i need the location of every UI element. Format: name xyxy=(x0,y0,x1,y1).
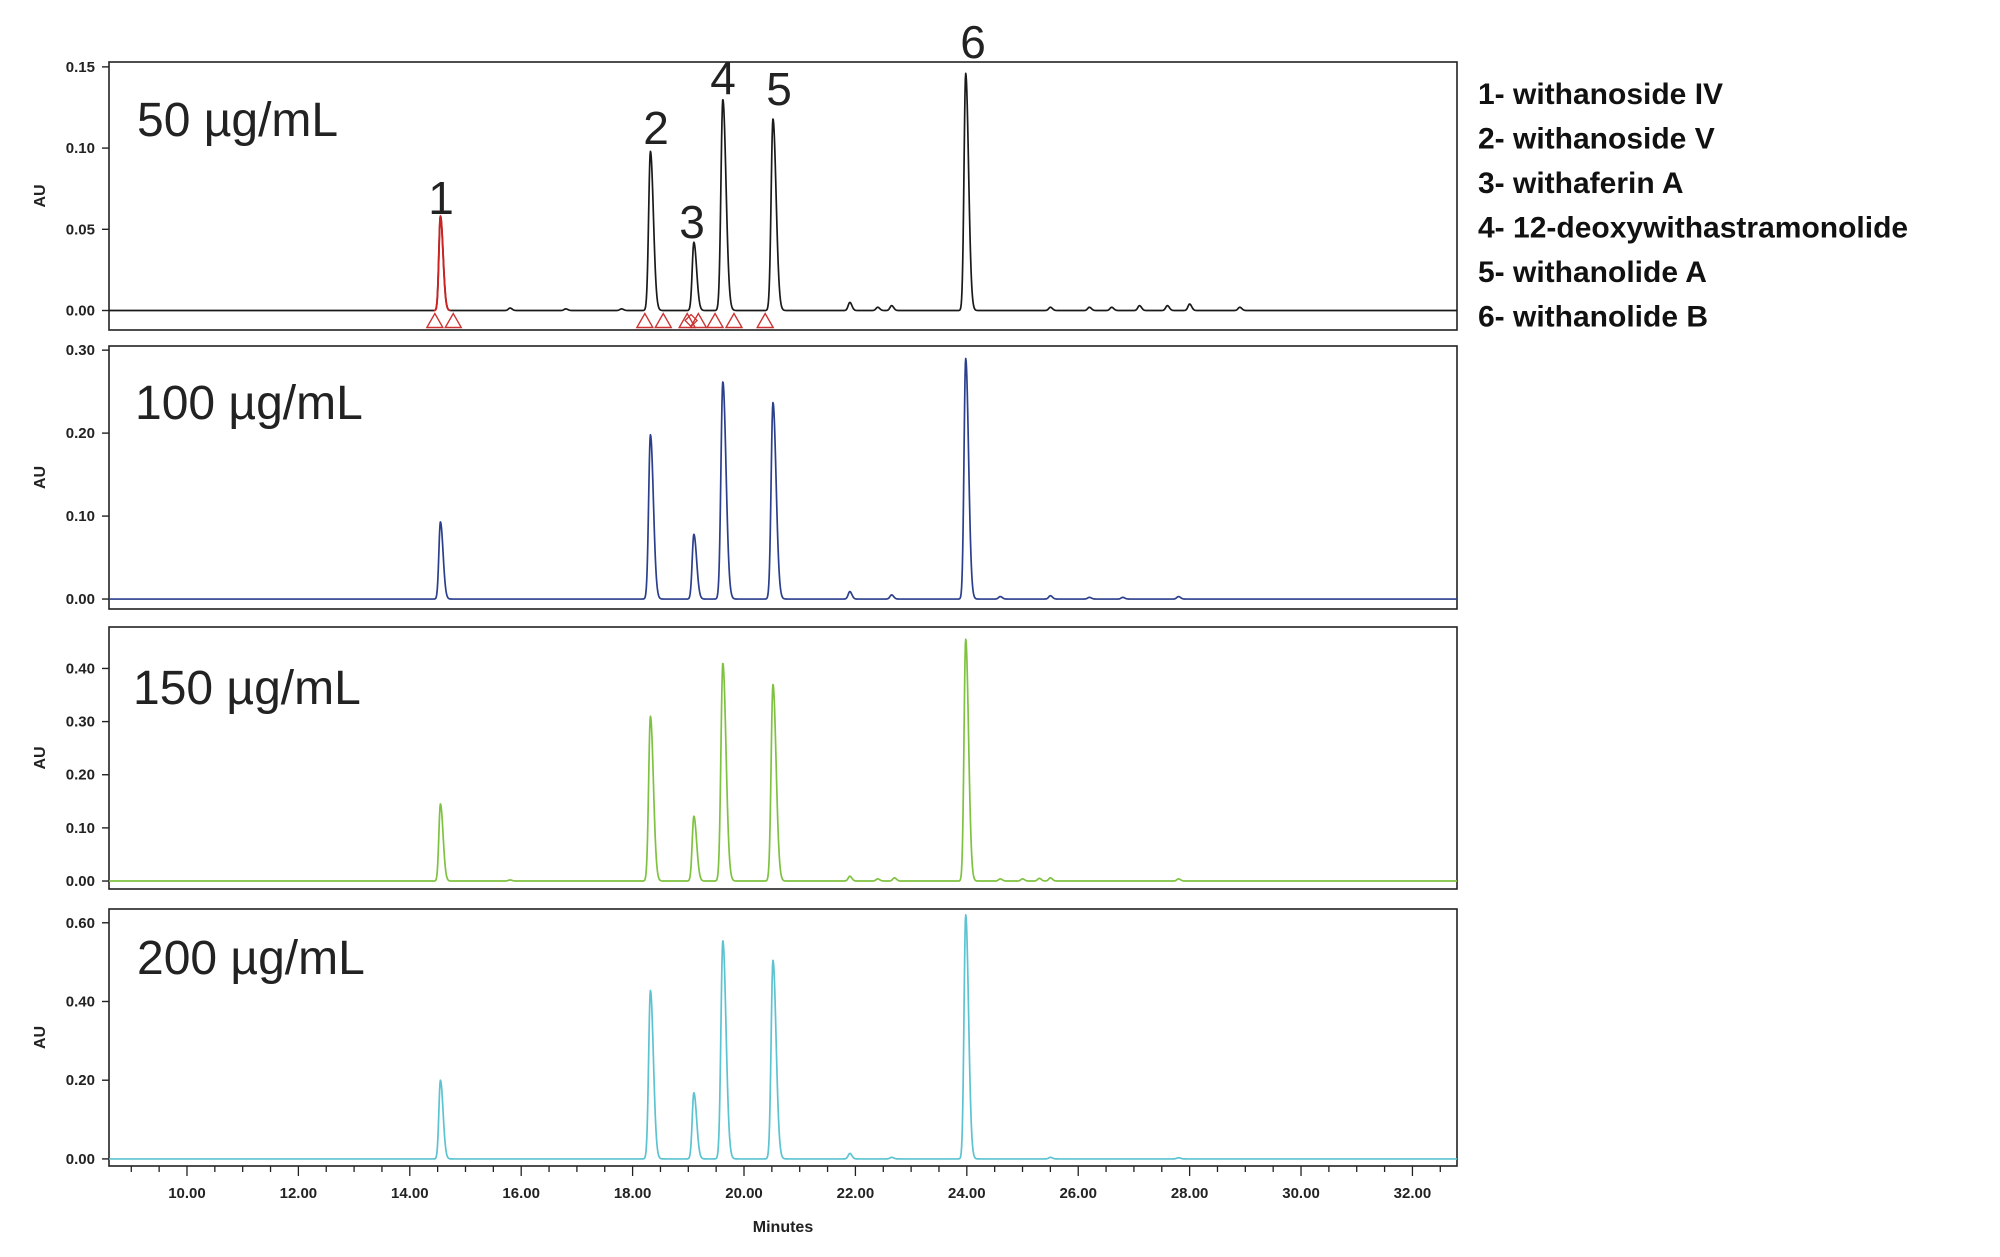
x-tick-label: 32.00 xyxy=(1394,1185,1432,1202)
x-tick-label: 14.00 xyxy=(391,1185,429,1202)
y-axis-title: AU xyxy=(32,466,49,489)
baseline-marker xyxy=(724,312,744,329)
concentration-label: 150 µg/mL xyxy=(133,662,361,715)
concentration-label: 50 µg/mL xyxy=(137,94,338,147)
x-axis-title: Minutes xyxy=(753,1219,814,1236)
baseline-marker xyxy=(755,312,775,329)
y-tick-label: 0.30 xyxy=(66,714,95,731)
panel-4: 0.00 0.20 0.40 0.60 AU 200 µg/mL xyxy=(32,908,1458,1168)
x-tick-label: 28.00 xyxy=(1171,1185,1209,1202)
x-tick-label: 26.00 xyxy=(1059,1185,1097,1202)
x-tick-label: 12.00 xyxy=(280,1185,318,1202)
trace-line xyxy=(108,357,1458,600)
legend: 1- withanoside IV 2- withanoside V 3- with… xyxy=(1478,78,1908,334)
y-tick-label: 0.00 xyxy=(66,303,95,320)
legend-entry: 4- 12-deoxywithastramonolide xyxy=(1478,212,1908,245)
y-tick-label: 0.10 xyxy=(66,508,95,525)
y-tick-label: 0.20 xyxy=(66,425,95,442)
baseline-marker xyxy=(654,312,673,329)
peak-1-highlight xyxy=(433,214,451,312)
trace-line xyxy=(108,72,1458,312)
y-axis-title: AU xyxy=(32,1026,49,1049)
y-axis-title: AU xyxy=(32,746,49,769)
peak-label-5: 5 xyxy=(766,63,792,115)
panel-frame xyxy=(108,345,1458,610)
baseline-marker xyxy=(425,312,445,329)
baseline-marker xyxy=(677,312,697,329)
peak-label-6: 6 xyxy=(960,16,986,68)
y-tick-label: 0.00 xyxy=(66,1151,95,1168)
panel-3: 0.00 0.10 0.20 0.30 0.40 AU 150 µg/mL xyxy=(32,626,1458,890)
y-tick-label: 0.20 xyxy=(66,767,95,784)
x-tick-label: 22.00 xyxy=(837,1185,875,1202)
x-tick-label: 30.00 xyxy=(1282,1185,1320,1202)
baseline-marker xyxy=(635,312,655,329)
peak-label-2: 2 xyxy=(643,102,669,154)
x-tick-label: 16.00 xyxy=(502,1185,540,1202)
y-tick-label: 0.40 xyxy=(66,993,95,1010)
concentration-label: 200 µg/mL xyxy=(137,932,365,985)
legend-entry: 5- withanolide A xyxy=(1478,256,1707,289)
x-axis: 10.00 12.00 14.00 16.00 18.00 20.00 22.00 24.00… xyxy=(130,1166,1441,1236)
baseline-marker xyxy=(684,313,699,328)
x-tick-label: 20.00 xyxy=(725,1185,763,1202)
panel-2: 0.00 0.10 0.20 0.30 AU 100 µg/mL xyxy=(32,342,1458,610)
x-tick-label: 24.00 xyxy=(948,1185,986,1202)
concentration-label: 100 µg/mL xyxy=(135,377,363,430)
panel-frame xyxy=(108,626,1458,890)
peak-label-1: 1 xyxy=(428,172,454,224)
y-tick-label: 0.00 xyxy=(66,591,95,608)
trace-line xyxy=(108,914,1458,1160)
panel-frame xyxy=(108,61,1458,331)
legend-entry: 2- withanoside V xyxy=(1478,123,1715,156)
legend-entry: 3- withaferin A xyxy=(1478,167,1684,200)
y-tick-label: 0.15 xyxy=(66,59,95,76)
y-tick-label: 0.30 xyxy=(66,342,95,359)
y-tick-label: 0.40 xyxy=(66,660,95,677)
y-axis-title: AU xyxy=(32,184,49,207)
y-tick-label: 0.10 xyxy=(66,140,95,157)
legend-entry: 6- withanolide B xyxy=(1478,301,1708,334)
legend-entry: 1- withanoside IV xyxy=(1478,78,1723,111)
chromatogram-panels: 0.00 0.05 0.10 0.15 AU 50 µg/mL 1 23 4 5 6 0.00 0.10… xyxy=(32,16,1458,1168)
peak-label-4: 4 xyxy=(710,52,736,104)
y-tick-label: 0.00 xyxy=(66,873,95,890)
trace-line xyxy=(108,638,1458,882)
panel-1: 0.00 0.05 0.10 0.15 AU 50 µg/mL 1 23 4 5 6 xyxy=(32,16,1458,331)
y-tick-label: 0.20 xyxy=(66,1072,95,1089)
peak-label-3: 3 xyxy=(679,196,705,248)
y-tick-label: 0.10 xyxy=(66,820,95,837)
x-tick-label: 18.00 xyxy=(614,1185,652,1202)
y-tick-label: 0.60 xyxy=(66,915,95,932)
baseline-marker xyxy=(689,312,708,329)
baseline-marker xyxy=(444,312,463,329)
x-tick-label: 10.00 xyxy=(168,1185,206,1202)
baseline-marker xyxy=(705,312,725,329)
y-tick-label: 0.05 xyxy=(66,221,95,238)
panel-frame xyxy=(108,908,1458,1167)
